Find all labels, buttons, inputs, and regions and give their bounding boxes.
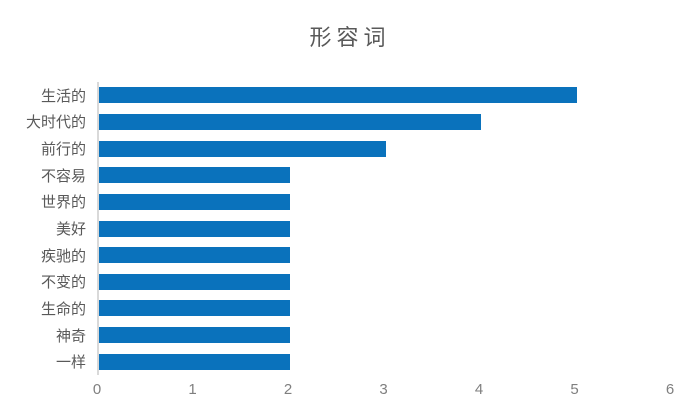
category-label: 生命的 [40, 300, 86, 318]
bar [99, 167, 290, 184]
x-tick-label: 3 [379, 381, 388, 398]
bar-row [99, 82, 672, 109]
category-label: 不容易 [40, 167, 86, 185]
category-label: 一样 [55, 354, 86, 372]
category-label: 不变的 [40, 274, 86, 292]
bar-row [99, 215, 672, 242]
x-tick-label: 2 [283, 381, 293, 398]
category-label: 世界的 [40, 194, 86, 212]
bar-row [99, 242, 672, 269]
bar-row [99, 135, 672, 162]
bar-row [99, 322, 672, 349]
bar-row [99, 109, 672, 136]
category-label: 美好 [55, 221, 86, 239]
bar [99, 300, 290, 317]
bar [99, 353, 290, 370]
category-label: 疾驰的 [40, 247, 86, 265]
bar [99, 140, 386, 157]
bar-row [99, 268, 672, 295]
chart-title: 形容词 [309, 25, 391, 50]
x-tick-label: 4 [474, 381, 484, 398]
category-label: 神奇 [55, 327, 86, 345]
x-tick-label: 6 [665, 381, 675, 398]
plot-area [97, 82, 672, 375]
bar [99, 220, 290, 237]
bar [99, 87, 577, 104]
category-label: 生活的 [40, 87, 86, 105]
bar [99, 273, 290, 290]
x-tick-label: 5 [570, 381, 579, 398]
bar [99, 247, 290, 264]
category-axis: 生活的大时代的前行的不容易世界的美好疾驰的不变的生命的神奇一样 [0, 82, 86, 375]
x-axis: 0 1 2 3 4 5 6 [93, 381, 674, 401]
category-label: 前行的 [40, 141, 86, 159]
bar [99, 113, 481, 130]
x-tick-label: 0 [92, 381, 102, 398]
category-label: 大时代的 [25, 114, 86, 132]
bar [99, 327, 290, 344]
x-tick-label: 1 [188, 381, 197, 398]
bar [99, 193, 290, 210]
bar-row [99, 162, 672, 189]
bar-row [99, 348, 672, 375]
bar-row [99, 189, 672, 216]
bar-row [99, 295, 672, 322]
